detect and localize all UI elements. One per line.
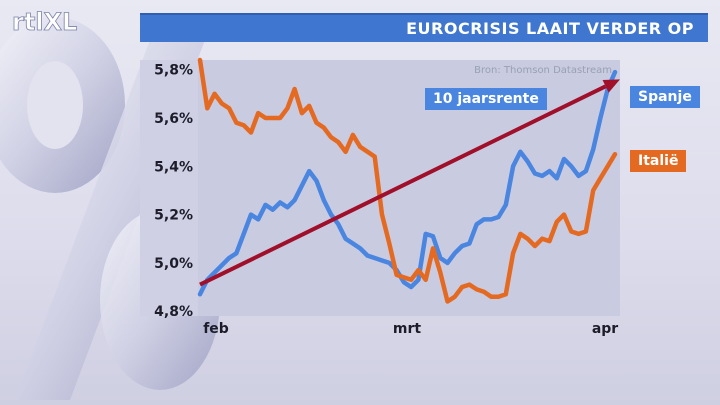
plot-inner [198, 60, 620, 316]
series-group [197, 57, 618, 304]
y-tick-label: 5,2% [154, 208, 193, 224]
rtl-xl-logo: rtlXL [10, 6, 120, 37]
x-tick-label: apr [592, 321, 618, 337]
chart-title: EUROCRISIS LAAIT VERDER OP [406, 19, 694, 38]
subtitle-label: 10 jaarsrente [425, 88, 547, 110]
y-tick-label: 5,6% [154, 111, 193, 127]
title-bar: EUROCRISIS LAAIT VERDER OP [140, 13, 708, 42]
y-tick-label: 5,8% [154, 63, 193, 79]
logo-text: rtlXL [12, 8, 77, 36]
trend-arrow [199, 79, 620, 287]
series-line-italie [197, 57, 618, 304]
y-tick-label: 5,0% [154, 256, 193, 272]
x-axis: feb mrt apr [203, 321, 618, 337]
x-tick-label: feb [203, 321, 229, 337]
source-text: Bron: Thomson Datastream [474, 65, 612, 76]
legend-spanje: Spanje [630, 86, 700, 108]
y-tick-label: 4,8% [154, 304, 193, 320]
series-line-spanje [197, 69, 618, 297]
trend-arrow-head [602, 79, 620, 93]
x-tick-label: mrt [393, 321, 421, 337]
trend-arrow-line [199, 84, 607, 287]
legend-italie: Italië [630, 150, 687, 172]
y-axis: 5,8% 5,6% 5,4% 5,2% 5,0% 4,8% [154, 63, 193, 321]
y-tick-label: 5,4% [154, 159, 193, 175]
